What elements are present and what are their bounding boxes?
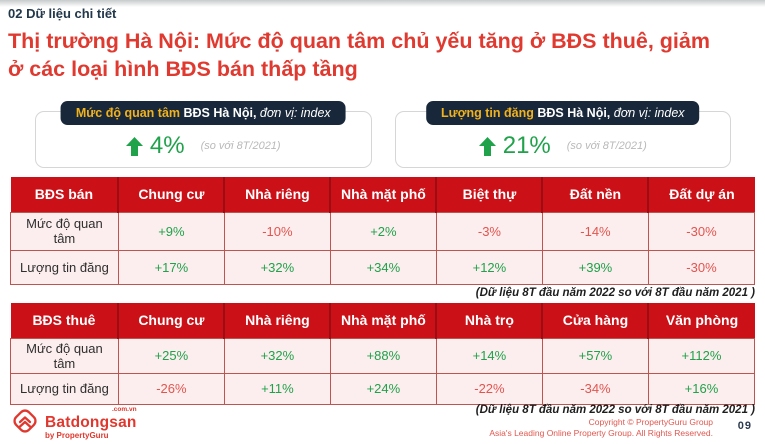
page-title: Thị trường Hà Nội: Mức độ quan tâm chủ y…	[8, 27, 758, 83]
value-cell: +11%	[223, 372, 331, 405]
pill-rest: đơn vị: index	[610, 106, 685, 120]
batdongsan-logo: .com.vn Batdongsan by PropertyGuru	[10, 406, 137, 441]
header-cell: Chung cư	[118, 177, 226, 212]
header-cell: Nhà mặt phố	[330, 303, 438, 338]
logo-text: .com.vn Batdongsan by PropertyGuru	[45, 406, 137, 440]
value-cell: +112%	[647, 337, 756, 374]
header-cell: Cửa hàng	[542, 303, 650, 338]
pill-highlight: Lượng tin đăng	[440, 106, 534, 120]
table-row: Lượng tin đăng -26% +11% +24% -22% -34% …	[10, 372, 756, 405]
value-cell: +9%	[117, 211, 225, 251]
sale-table: BĐS bán Chung cư Nhà riêng Nhà mặt phố B…	[10, 177, 756, 285]
pill-highlight: Mức độ quan tâm	[75, 106, 181, 120]
sale-table-header-row: BĐS bán Chung cư Nhà riêng Nhà mặt phố B…	[10, 177, 755, 212]
logo-domain-suffix: .com.vn	[112, 406, 137, 413]
stat-note: (so với 8T/2021)	[566, 140, 647, 152]
copyright-line1: Copyright © PropertyGuru Group	[588, 417, 713, 427]
value-cell: -30%	[647, 249, 756, 285]
stat-value: 21%	[502, 132, 551, 159]
row-label: Mức độ quan tâm	[10, 211, 119, 251]
row-label: Lượng tin đăng	[10, 249, 119, 285]
value-cell: +14%	[435, 337, 543, 374]
value-cell: +88%	[329, 337, 437, 374]
header-cell: Đất nền	[542, 177, 650, 212]
header-cell: Nhà riêng	[224, 177, 332, 212]
value-cell: -22%	[435, 372, 543, 405]
value-cell: +24%	[329, 372, 437, 405]
copyright-line2: Asia's Leading Online Property Group. Al…	[489, 428, 713, 439]
stat-pill-interest: Mức độ quan tâm BĐS Hà Nội, đơn vị: inde…	[60, 101, 346, 125]
value-cell: +34%	[329, 249, 437, 285]
top-shade	[0, 0, 765, 7]
value-cell: -14%	[541, 211, 649, 251]
row-label: Mức độ quan tâm	[10, 337, 119, 374]
value-cell: -30%	[647, 211, 756, 251]
table-row: Lượng tin đăng +17% +32% +34% +12% +39% …	[10, 249, 756, 285]
copyright: Copyright © PropertyGuru Group Asia's Le…	[489, 417, 713, 439]
logo-name: Batdongsan	[45, 413, 137, 431]
stat-value: 4%	[149, 132, 185, 159]
stat-boxes-row: Mức độ quan tâm BĐS Hà Nội, đơn vị: inde…	[35, 101, 731, 168]
value-cell: +25%	[117, 337, 225, 374]
stat-box-listings: Lượng tin đăng BĐS Hà Nội, đơn vị: index…	[394, 101, 731, 168]
value-cell: +16%	[647, 372, 756, 405]
value-cell: -10%	[223, 211, 331, 251]
header-cell: Văn phòng	[648, 303, 755, 338]
stat-body: 4% (so với 8T/2021)	[36, 112, 371, 167]
header-cell: Nhà trọ	[436, 303, 544, 338]
up-arrow-icon	[478, 136, 496, 156]
value-cell: +57%	[541, 337, 649, 374]
up-arrow-icon	[125, 136, 143, 156]
pill-bold: BĐS Hà Nội,	[533, 106, 611, 120]
value-cell: +2%	[329, 211, 437, 251]
pill-rest: đơn vị: index	[256, 106, 331, 120]
stat-pill-listings: Lượng tin đăng BĐS Hà Nội, đơn vị: index	[425, 101, 700, 125]
value-cell: +32%	[223, 249, 331, 285]
table-row: Mức độ quan tâm +25% +32% +88% +14% +57%…	[10, 337, 756, 374]
header-cell: BĐS thuê	[10, 303, 120, 338]
rent-table: BĐS thuê Chung cư Nhà riêng Nhà mặt phố …	[10, 303, 756, 405]
header-cell: Đất dự án	[648, 177, 755, 212]
value-cell: -26%	[117, 372, 225, 405]
value-cell: +17%	[117, 249, 225, 285]
page-number: 09	[737, 420, 752, 432]
row-label: Lượng tin đăng	[10, 372, 119, 405]
page-title-line1: Thị trường Hà Nội: Mức độ quan tâm chủ y…	[8, 29, 710, 53]
header-cell: Nhà mặt phố	[330, 177, 438, 212]
header-cell: Biệt thự	[436, 177, 544, 212]
value-cell: -3%	[435, 211, 543, 251]
logo-house-icon	[10, 406, 40, 441]
stat-box-interest: Mức độ quan tâm BĐS Hà Nội, đơn vị: inde…	[35, 101, 372, 168]
page-title-line2: ở các loại hình BĐS bán thấp tầng	[8, 57, 358, 81]
header-cell: Chung cư	[118, 303, 226, 338]
table-row: Mức độ quan tâm +9% -10% +2% -3% -14% -3…	[10, 211, 756, 251]
section-kicker: 02 Dữ liệu chi tiết	[8, 6, 117, 21]
value-cell: +12%	[435, 249, 543, 285]
header-cell: Nhà riêng	[224, 303, 332, 338]
rent-table-note: (Dữ liệu 8T đầu năm 2022 so với 8T đầu n…	[475, 404, 755, 416]
value-cell: -34%	[541, 372, 649, 405]
sale-table-note: (Dữ liệu 8T đầu năm 2022 so với 8T đầu n…	[475, 287, 755, 299]
stat-body: 21% (so với 8T/2021)	[396, 112, 731, 167]
logo-byline: by PropertyGuru	[45, 431, 109, 440]
rent-table-header-row: BĐS thuê Chung cư Nhà riêng Nhà mặt phố …	[10, 303, 755, 338]
stat-note: (so với 8T/2021)	[200, 140, 281, 152]
value-cell: +39%	[541, 249, 649, 285]
header-cell: BĐS bán	[10, 177, 120, 212]
value-cell: +32%	[223, 337, 331, 374]
pill-bold: BĐS Hà Nội,	[180, 106, 257, 120]
